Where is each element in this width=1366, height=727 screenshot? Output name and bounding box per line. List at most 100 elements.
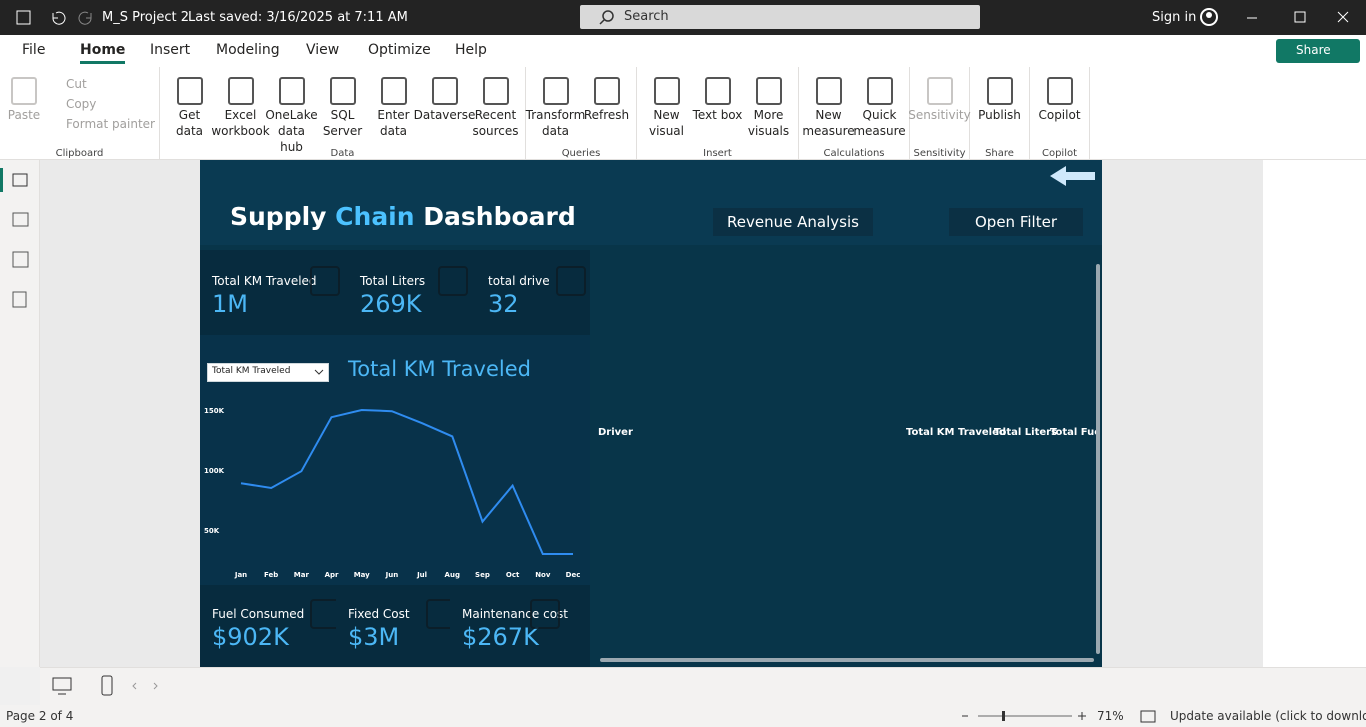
- last-saved[interactable]: Last saved: 3/16/2025 at 7:11 AM: [188, 10, 408, 25]
- ribbon-icon: [176, 77, 203, 105]
- ribbon-button[interactable]: Copilot: [1034, 73, 1085, 160]
- ribbon: Paste Cut Copy Format painter Clipboard Get d…: [0, 67, 1366, 160]
- title-part: Supply: [230, 202, 336, 231]
- update-notice[interactable]: Update available (click to download): [1170, 709, 1366, 723]
- line-series: [240, 408, 573, 555]
- title-bar: M_S Project 2 Last saved: 3/16/2025 at 7…: [0, 0, 1366, 35]
- ribbon-button[interactable]: Publish: [974, 73, 1025, 160]
- ribbon-button[interactable]: Enter data: [368, 73, 419, 160]
- ribbon-button[interactable]: New visual: [641, 73, 692, 160]
- column-header[interactable]: Total Liters: [994, 427, 1058, 438]
- ribbon-icon: [593, 77, 620, 105]
- search-box[interactable]: Search: [580, 5, 980, 29]
- ribbon-label: Publish: [978, 108, 1021, 122]
- ribbon-icon: [986, 77, 1013, 105]
- ribbon-label: Quick measure: [853, 108, 906, 138]
- menu-tab[interactable]: Insert: [150, 42, 191, 58]
- report-page: Supply Chain Dashboard Revenue Analysis O…: [200, 160, 1102, 667]
- ribbon-group: Publish Share: [970, 67, 1030, 160]
- ribbon-icon: [431, 77, 458, 105]
- ribbon-button[interactable]: SQL Server: [317, 73, 368, 160]
- ribbon-button[interactable]: New measure: [802, 73, 855, 160]
- ribbon-button[interactable]: OneLake data hub: [265, 73, 318, 160]
- h-scrollbar[interactable]: [600, 658, 1094, 662]
- kpi-icon: [530, 599, 560, 629]
- nav-button[interactable]: Open Filter: [949, 208, 1083, 236]
- menu-tab[interactable]: Modeling: [216, 42, 280, 58]
- share-label: Share: [1296, 43, 1331, 57]
- file-name: M_S Project 2: [102, 10, 189, 25]
- x-tick-label: Jul: [416, 571, 427, 579]
- ribbon-icon: [542, 77, 569, 105]
- ribbon-button[interactable]: Transform data: [526, 73, 585, 160]
- column-header[interactable]: Driver: [598, 427, 633, 438]
- kpi-value: 1M: [212, 290, 248, 318]
- ribbon-button[interactable]: Excel workbook: [211, 73, 270, 160]
- kpi-card: Total KM Traveled 1M: [200, 250, 348, 335]
- x-tick-label: Feb: [264, 571, 278, 579]
- column-header[interactable]: Total Fuel Consumed: [1050, 427, 1100, 438]
- kpi-value: 32: [488, 290, 519, 318]
- ribbon-icon: [755, 77, 782, 105]
- ribbon-group: Sensitivity Sensitivity: [908, 67, 971, 160]
- status-bar: Page 2 of 4 71% Update available (click …: [0, 705, 1366, 727]
- menu-tab[interactable]: Home: [80, 42, 126, 64]
- kpi-label: Fixed Cost: [348, 607, 410, 621]
- ribbon-button[interactable]: Sensitivity: [908, 73, 971, 160]
- driver-table: Driver Total KM Traveled Total Liters Total…: [594, 250, 1100, 667]
- ribbon-button[interactable]: Dataverse: [414, 73, 475, 160]
- ribbon-label: Text box: [692, 108, 743, 122]
- ribbon-icon: [926, 77, 953, 105]
- chart-title: Total KM Traveled: [348, 357, 531, 381]
- menu-tab[interactable]: Help: [455, 42, 487, 58]
- kpi-value: $267K: [462, 623, 539, 651]
- y-tick-label: 150K: [204, 407, 225, 415]
- column-header[interactable]: Total KM Traveled: [906, 427, 1007, 438]
- ribbon-button[interactable]: Paste: [4, 73, 44, 160]
- ribbon-group-label: Share: [985, 148, 1014, 159]
- ribbon-label: More visuals: [747, 108, 790, 138]
- zoom-slider[interactable]: [960, 709, 1090, 723]
- nav-button-label: Revenue Analysis: [727, 213, 859, 231]
- view-icons: [0, 168, 29, 308]
- ribbon-button[interactable]: Recent sources: [470, 73, 521, 160]
- ribbon-button[interactable]: Refresh: [581, 73, 632, 160]
- ribbon-small-button[interactable]: Format painter: [65, 117, 155, 131]
- x-tick-label: Sep: [475, 571, 490, 579]
- ribbon-group-label: Insert: [703, 148, 732, 159]
- ribbon-button[interactable]: Get data: [164, 73, 215, 160]
- ribbon-button[interactable]: Text box: [692, 73, 743, 160]
- menu-tab[interactable]: File: [22, 42, 46, 58]
- nav-button[interactable]: Revenue Analysis: [713, 208, 873, 236]
- layout-icons: [52, 675, 158, 696]
- x-tick-label: Jun: [385, 571, 399, 579]
- ribbon-group-label: Clipboard: [55, 148, 104, 159]
- kpi-icon: [438, 266, 468, 296]
- x-tick-label: Mar: [294, 571, 310, 579]
- ribbon-icon: [10, 77, 37, 105]
- measure-dropdown[interactable]: Total KM Traveled: [207, 363, 329, 382]
- kpi-value: 269K: [360, 290, 422, 318]
- ribbon-label: Refresh: [583, 108, 630, 122]
- ribbon-button[interactable]: Quick measure: [853, 73, 906, 160]
- share-button[interactable]: Share: [1276, 39, 1360, 63]
- ribbon-label: Paste: [7, 108, 41, 122]
- menu-tab[interactable]: View: [306, 42, 340, 58]
- ribbon-small-button[interactable]: Cut: [65, 77, 87, 91]
- ribbon-icon: [227, 77, 254, 105]
- kpi-label: Maintenance cost: [462, 607, 568, 621]
- fit-icon[interactable]: [1140, 710, 1156, 723]
- ribbon-icon: [329, 77, 356, 105]
- menu-bar: File Home Insert Modeling View Optimize Help S…: [0, 35, 1366, 67]
- page-tabs: [40, 667, 1366, 705]
- v-scrollbar[interactable]: [1096, 264, 1100, 654]
- sign-in[interactable]: Sign in: [1152, 10, 1197, 25]
- ribbon-group: New measure Quick measure Calculations: [799, 67, 910, 160]
- dropdown-chevron: [314, 369, 324, 375]
- menu-tab[interactable]: Optimize: [368, 42, 431, 58]
- ribbon-small-button[interactable]: Copy: [65, 97, 97, 111]
- window-controls: [1200, 8, 1349, 26]
- back-arrow[interactable]: [1050, 165, 1096, 187]
- ribbon-button[interactable]: More visuals: [743, 73, 794, 160]
